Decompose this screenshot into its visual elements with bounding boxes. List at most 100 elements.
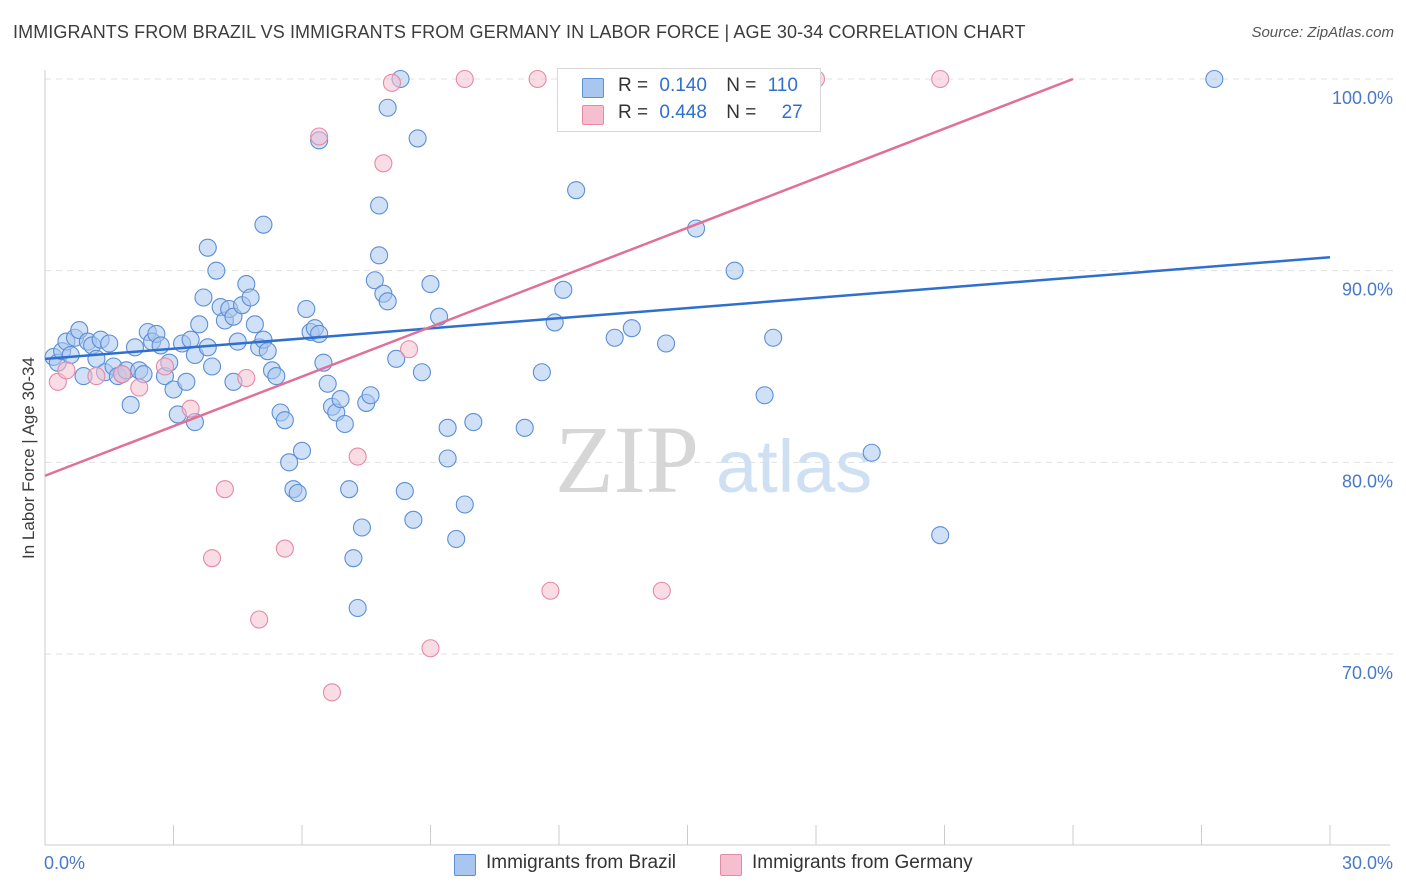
point-brazil (515, 418, 534, 437)
point-brazil (408, 129, 427, 148)
point-germany (181, 399, 200, 418)
point-germany (348, 447, 367, 466)
point-brazil (567, 181, 586, 200)
point-brazil (455, 495, 474, 514)
legend: R = 0.140 N = 110 R = 0.448 N = 27 (557, 68, 821, 132)
point-brazil (61, 345, 80, 365)
point-brazil (404, 510, 423, 529)
point-germany (374, 154, 393, 173)
point-germany (455, 69, 474, 89)
legend-swatch-germany (582, 105, 604, 125)
point-germany (275, 539, 294, 558)
axes (44, 70, 1390, 846)
legend-r-germany: 0.448 (659, 102, 707, 123)
y-tick-label: 90.0% (1342, 280, 1393, 300)
point-brazil (352, 518, 372, 537)
watermark: ZIP atlas (555, 406, 872, 513)
point-brazil (275, 411, 294, 430)
point-germany (250, 610, 269, 629)
watermark-atlas: atlas (716, 425, 872, 508)
point-germany (382, 73, 402, 92)
point-brazil (258, 342, 277, 361)
y-axis-label: In Labor Force | Age 30-34 (19, 357, 38, 559)
point-brazil (378, 98, 397, 117)
point-brazil (545, 313, 564, 332)
legend-n-label: N = (726, 75, 757, 96)
point-brazil (464, 413, 483, 432)
point-brazil (657, 334, 676, 353)
legend-r-label: R = (618, 75, 649, 96)
series-legend-label-brazil: Immigrants from Brazil (486, 852, 677, 873)
point-germany (203, 549, 222, 568)
point-brazil (387, 349, 406, 368)
point-brazil (310, 324, 329, 343)
trendlines (44, 77, 1331, 477)
legend-text-brazil: R = 0.140 N = 110 (618, 75, 798, 97)
point-brazil (297, 299, 316, 319)
x-tick-label: 30.0% (1342, 853, 1393, 873)
y-tick-label: 100.0% (1332, 88, 1393, 108)
point-brazil (421, 275, 440, 294)
legend-r-brazil: 0.140 (659, 75, 707, 96)
point-brazil (100, 334, 119, 353)
point-brazil (292, 441, 312, 460)
point-brazil (725, 261, 744, 280)
point-brazil (198, 238, 217, 257)
legend-n-brazil: 110 (767, 75, 798, 96)
point-germany (400, 340, 419, 359)
point-brazil (331, 390, 350, 409)
point-germany (528, 69, 547, 89)
point-brazil (194, 288, 213, 307)
series-legend-swatch-brazil (454, 854, 476, 876)
point-brazil (378, 292, 397, 311)
point-brazil (203, 357, 222, 376)
point-brazil (344, 549, 363, 568)
tick-labels: 70.0% 80.0% 90.0% 100.0% 0.0% 30.0% (44, 88, 1393, 873)
point-brazil (755, 386, 774, 405)
watermark-zip: ZIP (555, 406, 699, 513)
point-germany (541, 581, 560, 600)
x-tick-label: 0.0% (44, 853, 85, 873)
point-brazil (622, 319, 641, 338)
point-brazil (395, 482, 414, 501)
point-brazil (340, 480, 359, 499)
point-brazil (267, 367, 286, 386)
point-germany (237, 368, 256, 388)
point-brazil (931, 526, 950, 545)
series-legend-swatch-germany (720, 854, 742, 876)
point-germany (652, 581, 671, 600)
point-germany (87, 367, 106, 386)
point-brazil (348, 598, 367, 618)
series-legend: Immigrants from Brazil Immigrants from G… (0, 850, 1406, 880)
point-brazil (318, 374, 337, 393)
y-tick-label: 70.0% (1342, 663, 1393, 683)
point-brazil (532, 363, 551, 382)
series-legend-label-germany: Immigrants from Germany (752, 852, 973, 873)
point-brazil (288, 483, 307, 503)
point-brazil (370, 246, 389, 265)
point-germany (310, 127, 329, 146)
point-germany (113, 365, 132, 384)
legend-swatch-brazil (582, 78, 604, 98)
point-brazil (335, 414, 354, 434)
point-brazil (365, 271, 384, 290)
legend-r-label: R = (618, 102, 649, 123)
point-brazil (245, 315, 264, 334)
grid-lines (45, 78, 1395, 655)
point-brazil (412, 363, 431, 382)
point-brazil (1205, 69, 1224, 89)
point-germany (215, 480, 234, 499)
point-brazil (438, 418, 457, 437)
legend-text-germany: R = 0.448 N = 27 (618, 102, 803, 124)
point-brazil (228, 332, 247, 351)
point-brazil (280, 453, 299, 472)
point-brazil (370, 196, 389, 215)
source-label: Source: ZipAtlas.com (1251, 24, 1394, 41)
point-germany (931, 69, 950, 89)
point-brazil (447, 529, 466, 549)
point-brazil (361, 386, 380, 405)
trendline-germany (44, 77, 1074, 477)
trendline-brazil (44, 256, 1331, 361)
point-brazil (605, 328, 624, 347)
